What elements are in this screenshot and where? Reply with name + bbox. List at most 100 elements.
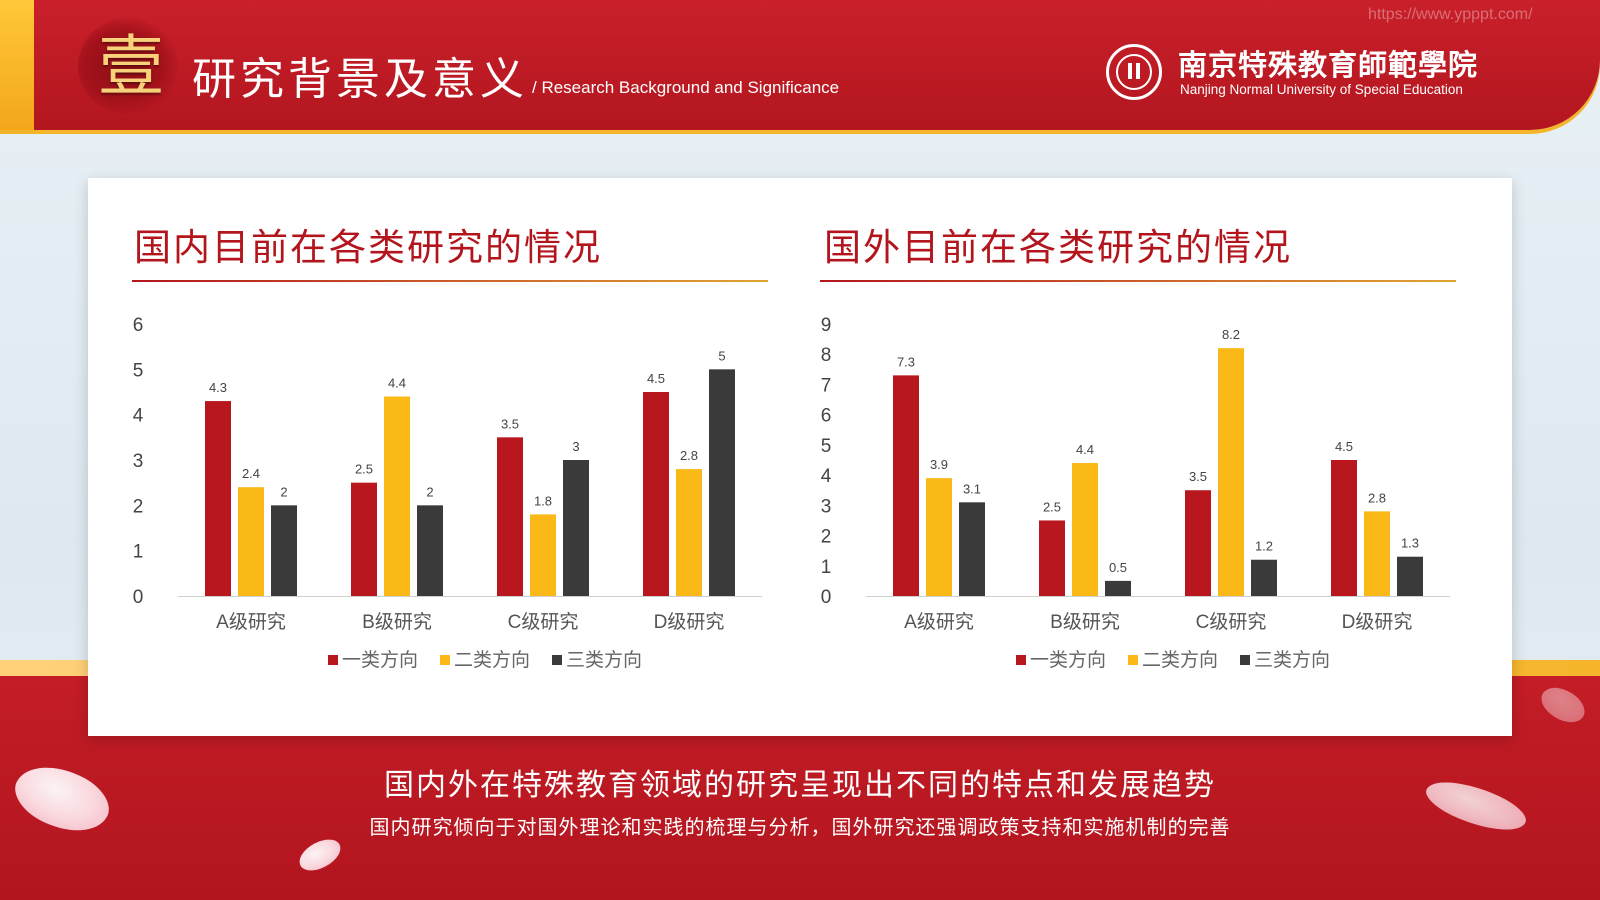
bar xyxy=(351,482,377,596)
x-tick-label: B级研究 xyxy=(362,611,432,633)
data-label: 2.4 xyxy=(242,466,260,481)
y-tick-label: 2 xyxy=(133,496,144,517)
data-label: 3 xyxy=(572,439,579,454)
y-tick-label: 5 xyxy=(133,360,144,381)
x-tick-label: B级研究 xyxy=(1050,611,1120,633)
summary-detail: 国内研究倾向于对国外理论和实践的梳理与分析，国外研究还强调政策支持和实施机制的完… xyxy=(369,815,1231,839)
bar xyxy=(709,369,735,596)
y-tick-label: 0 xyxy=(133,587,144,608)
data-label: 2.8 xyxy=(1368,490,1386,505)
y-tick-label: 4 xyxy=(133,406,144,427)
x-tick-label: A级研究 xyxy=(904,611,974,633)
bar-chart-domestic: 0 1 2 3 4 5 6 4.3 2.4 2 A级研究 2.5 4.4 2 B级研究 3.5 1.8 3 C级研究… xyxy=(133,315,762,671)
legend-label: 一类方向 xyxy=(1030,649,1106,671)
y-tick-label: 1 xyxy=(133,542,144,563)
school-name-cn: 南京特殊教育師範學院 xyxy=(1178,48,1479,82)
page-title: 研究背景及意义 xyxy=(192,54,528,105)
y-tick-label: 9 xyxy=(821,315,832,336)
data-label: 2.5 xyxy=(355,462,373,477)
y-tick-label: 8 xyxy=(821,345,832,366)
page-subtitle: / Research Background and Significance xyxy=(532,78,840,97)
bar xyxy=(497,437,523,596)
x-tick-label: C级研究 xyxy=(508,611,579,633)
bar xyxy=(530,514,556,596)
legend-swatch xyxy=(328,655,338,665)
legend-swatch xyxy=(552,655,562,665)
y-tick-label: 1 xyxy=(821,557,832,578)
bar xyxy=(205,401,231,596)
bar-chart-foreign: 0 1 2 3 4 5 6 7 8 9 7.3 3.9 3.1 A级研究 2.5 4.4 0.5 B级研究 3.5 8… xyxy=(821,315,1450,671)
data-label: 7.3 xyxy=(897,354,915,369)
data-label: 5 xyxy=(718,348,725,363)
data-label: 3.9 xyxy=(930,457,948,472)
data-label: 4.5 xyxy=(647,371,665,386)
school-logo-icon xyxy=(1106,44,1162,100)
header-bar xyxy=(0,0,1600,130)
bar xyxy=(1331,460,1357,596)
bar xyxy=(1185,490,1211,596)
bar xyxy=(271,505,297,596)
y-tick-label: 2 xyxy=(821,527,832,548)
bar xyxy=(643,392,669,596)
y-tick-label: 0 xyxy=(821,587,832,608)
data-label: 2 xyxy=(426,484,433,499)
bar xyxy=(893,375,919,596)
school-name-en: Nanjing Normal University of Special Edu… xyxy=(1180,82,1463,97)
chart-title-foreign: 国外目前在各类研究的情况 xyxy=(824,226,1292,269)
legend-swatch xyxy=(1016,655,1026,665)
data-label: 3.1 xyxy=(963,481,981,496)
chart-title-rule xyxy=(820,280,1456,282)
y-tick-label: 5 xyxy=(821,436,832,457)
bar xyxy=(1105,580,1131,596)
chart-card: 国内目前在各类研究的情况 0 1 2 3 4 5 6 4.3 2.4 2 A级研究 2.5 4.4 2 B级… xyxy=(88,178,1512,736)
bar xyxy=(1218,348,1244,596)
legend-label: 二类方向 xyxy=(1142,649,1218,671)
x-tick-label: D级研究 xyxy=(654,611,725,633)
y-tick-label: 7 xyxy=(821,375,832,396)
watermark: https://www.ypppt.com/ xyxy=(1368,6,1533,23)
x-tick-label: C级研究 xyxy=(1196,611,1267,633)
section-number: 壹 xyxy=(98,28,164,105)
legend-label: 一类方向 xyxy=(342,649,418,671)
data-label: 0.5 xyxy=(1109,560,1127,575)
data-label: 3.5 xyxy=(501,416,519,431)
y-tick-label: 6 xyxy=(133,315,144,336)
bar xyxy=(238,487,264,596)
bar xyxy=(1039,520,1065,596)
y-tick-label: 3 xyxy=(133,451,144,472)
bar xyxy=(563,460,589,596)
data-label: 1.2 xyxy=(1255,539,1273,554)
legend-swatch xyxy=(440,655,450,665)
data-label: 1.8 xyxy=(534,493,552,508)
data-label: 4.4 xyxy=(1076,442,1094,457)
data-label: 2.8 xyxy=(680,448,698,463)
data-label: 3.5 xyxy=(1189,469,1207,484)
legend-label: 三类方向 xyxy=(1254,649,1330,671)
data-label: 2.5 xyxy=(1043,499,1061,514)
bar xyxy=(1397,556,1423,596)
data-label: 1.3 xyxy=(1401,536,1419,551)
data-label: 8.2 xyxy=(1222,327,1240,342)
bar xyxy=(926,478,952,596)
bar xyxy=(1072,463,1098,596)
y-tick-label: 6 xyxy=(821,406,832,427)
data-label: 4.3 xyxy=(209,380,227,395)
bar xyxy=(1364,511,1390,596)
bar xyxy=(384,396,410,596)
bar xyxy=(1251,559,1277,596)
chart-title-rule xyxy=(132,280,768,282)
y-tick-label: 4 xyxy=(821,466,832,487)
bar xyxy=(676,469,702,596)
bar xyxy=(417,505,443,596)
legend-swatch xyxy=(1128,655,1138,665)
legend-swatch xyxy=(1240,655,1250,665)
header-accent-bar xyxy=(0,0,34,130)
legend-label: 三类方向 xyxy=(566,649,642,671)
data-label: 4.4 xyxy=(388,376,406,391)
y-tick-label: 3 xyxy=(821,496,832,517)
x-tick-label: D级研究 xyxy=(1342,611,1413,633)
chart-title-domestic: 国内目前在各类研究的情况 xyxy=(134,226,602,269)
summary-headline: 国内外在特殊教育领域的研究呈现出不同的特点和发展趋势 xyxy=(384,768,1216,803)
bar xyxy=(959,502,985,596)
x-tick-label: A级研究 xyxy=(216,611,286,633)
